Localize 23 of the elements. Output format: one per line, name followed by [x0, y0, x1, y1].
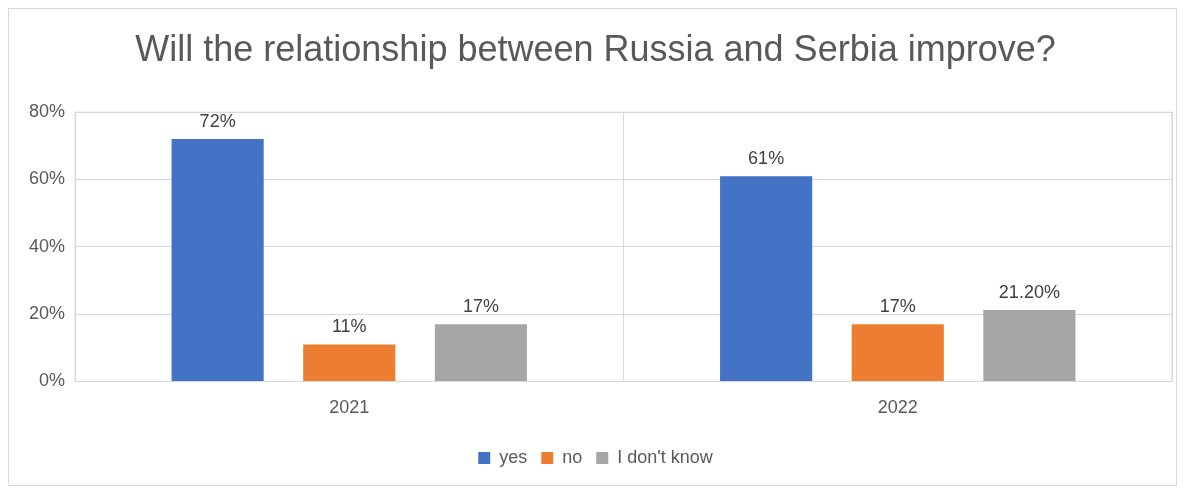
y-tick-label: 0%: [39, 370, 66, 391]
bar: [303, 344, 396, 381]
y-tick-label: 60%: [29, 168, 66, 189]
y-tick-label: 20%: [29, 303, 66, 324]
x-tick-label: 2021: [329, 397, 370, 418]
y-tick-label: 80%: [29, 101, 66, 122]
bar: [983, 310, 1076, 381]
bar: [171, 139, 264, 381]
x-tick-label: 2022: [877, 397, 918, 418]
data-label: 21.20%: [998, 282, 1060, 303]
data-label: 17%: [879, 296, 916, 317]
legend-label: no: [562, 446, 583, 467]
bar: [434, 324, 527, 381]
data-label: 11%: [331, 316, 367, 337]
bar: [720, 176, 813, 381]
chart-title: Will the relationship between Russia and Serbia improve?: [135, 27, 1056, 69]
data-label: 72%: [199, 111, 236, 132]
legend-label: yes: [499, 446, 528, 467]
y-tick-label: 40%: [29, 235, 66, 256]
bar: [851, 324, 944, 381]
data-label: 17%: [462, 296, 499, 317]
legend-label: I don't know: [617, 446, 714, 467]
data-label: 61%: [748, 148, 785, 169]
